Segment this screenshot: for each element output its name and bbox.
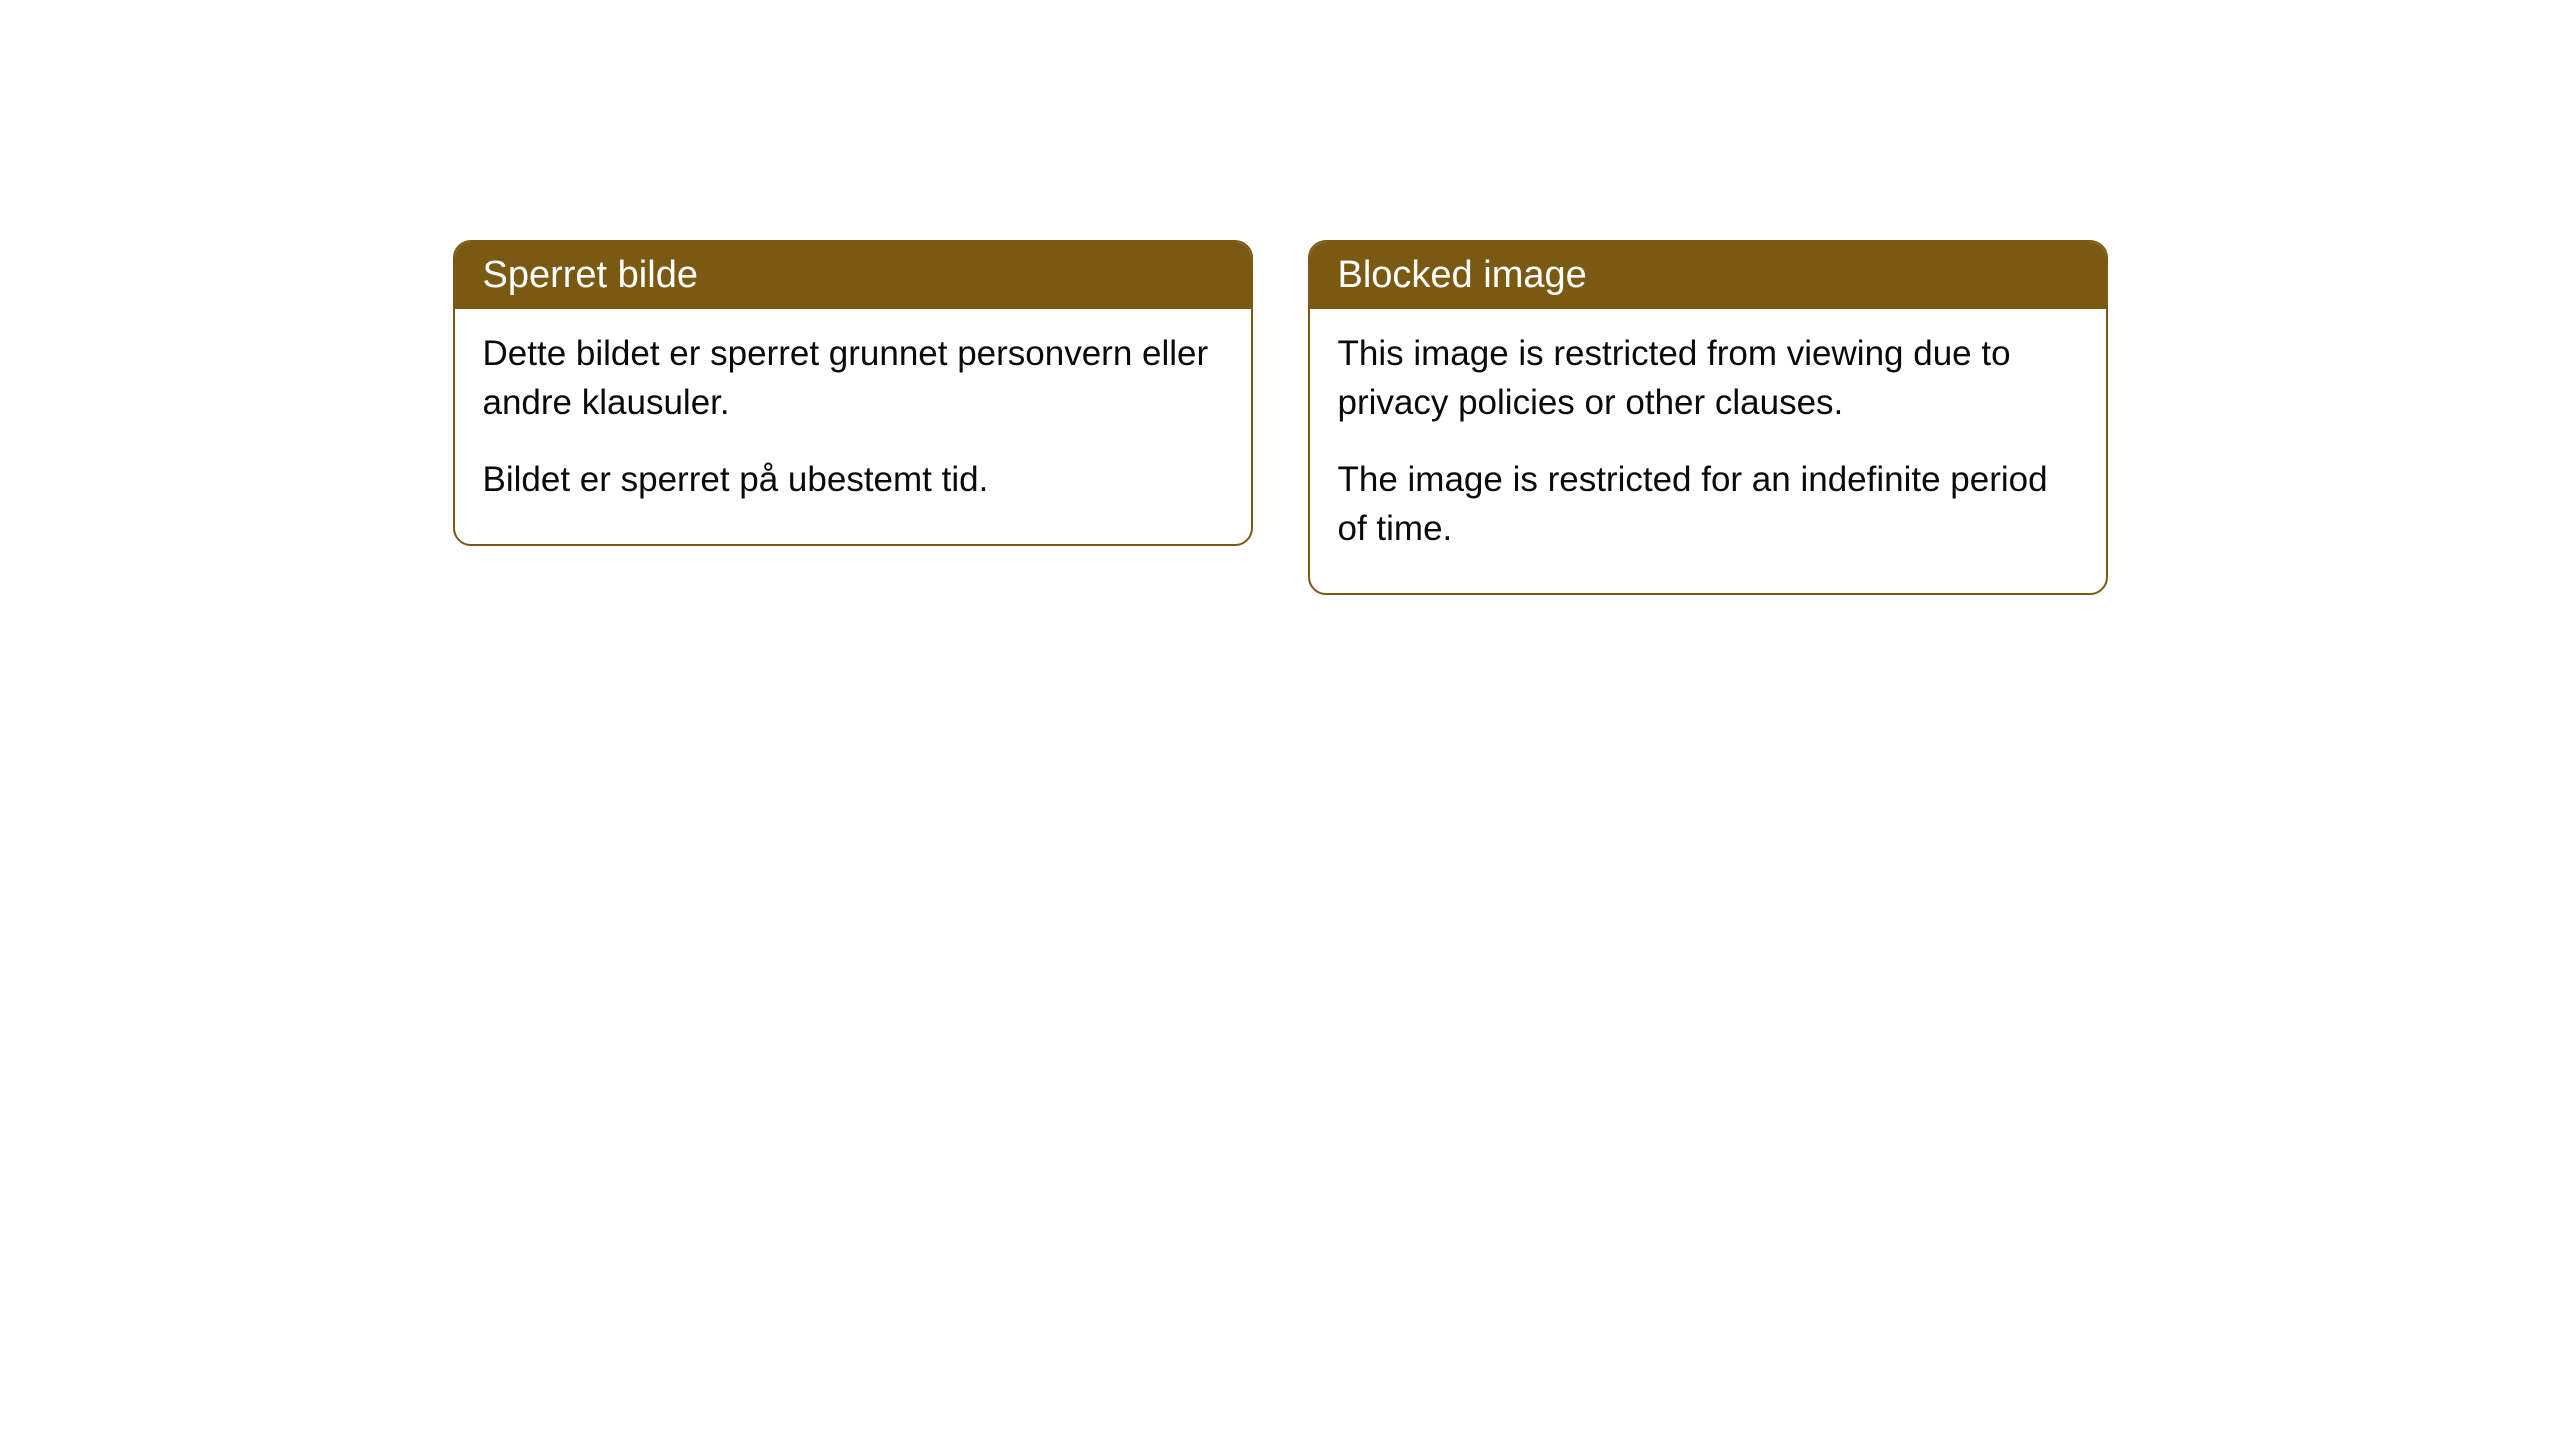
card-body: Dette bildet er sperret grunnet personve… [455, 309, 1251, 544]
card-paragraph-1: Dette bildet er sperret grunnet personve… [483, 329, 1223, 427]
blocked-image-card-norwegian: Sperret bilde Dette bildet er sperret gr… [453, 240, 1253, 546]
card-paragraph-2: Bildet er sperret på ubestemt tid. [483, 455, 1223, 504]
card-paragraph-2: The image is restricted for an indefinit… [1338, 455, 2078, 553]
card-paragraph-1: This image is restricted from viewing du… [1338, 329, 2078, 427]
card-header: Blocked image [1310, 242, 2106, 309]
card-body: This image is restricted from viewing du… [1310, 309, 2106, 593]
card-title: Blocked image [1338, 254, 1587, 296]
card-header: Sperret bilde [455, 242, 1251, 309]
blocked-image-card-english: Blocked image This image is restricted f… [1308, 240, 2108, 595]
card-title: Sperret bilde [483, 254, 698, 296]
notice-container: Sperret bilde Dette bildet er sperret gr… [453, 240, 2108, 1440]
